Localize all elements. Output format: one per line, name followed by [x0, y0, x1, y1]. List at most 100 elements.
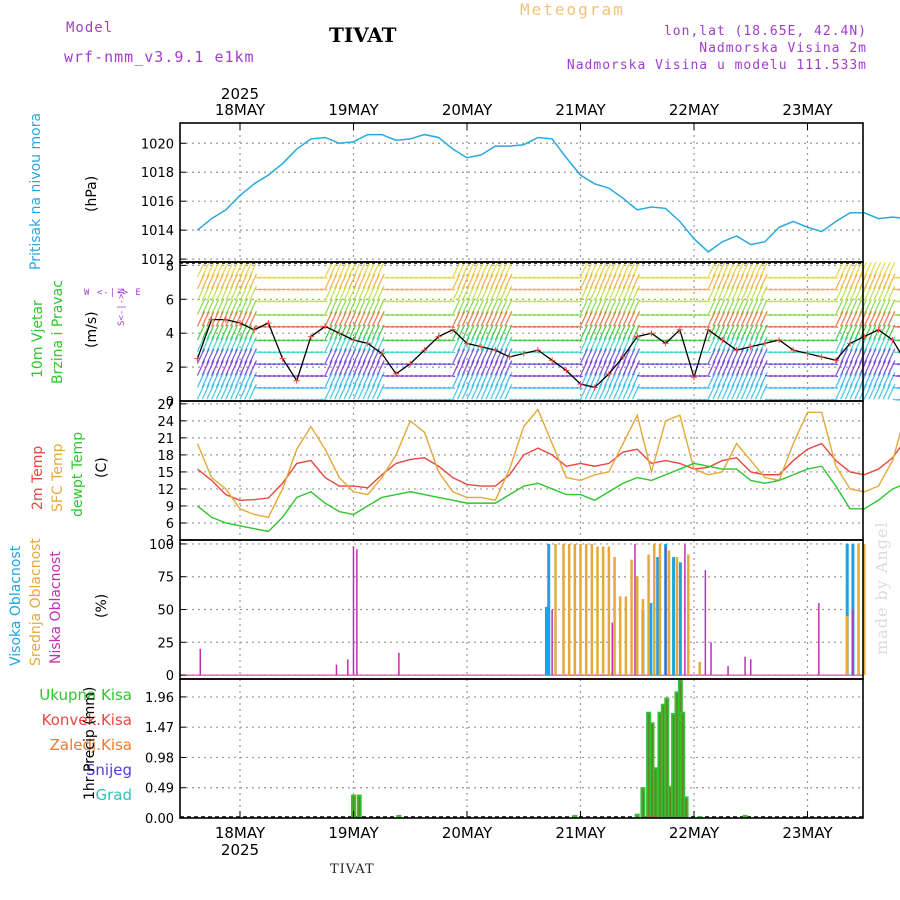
wind-barb	[461, 299, 470, 315]
wind-barb	[490, 273, 499, 290]
wind-barb	[561, 374, 569, 378]
wind-gust-marker	[676, 326, 683, 333]
wind-barb	[352, 336, 362, 353]
wind-barb	[371, 324, 381, 341]
precip-conv-overlay	[669, 787, 672, 818]
wind-barb	[575, 276, 583, 279]
wind-barb	[244, 360, 253, 376]
wind-barb	[660, 300, 668, 303]
wind-gust-marker	[336, 330, 343, 337]
wind-barb	[282, 288, 290, 291]
wind-barb	[466, 299, 475, 315]
wind-barb	[698, 374, 706, 378]
wind-barb	[456, 324, 466, 341]
wind-barb	[490, 261, 499, 278]
wind-barb	[726, 348, 735, 364]
wind-barb	[263, 398, 271, 401]
wind-barb	[348, 360, 357, 376]
wind-barb	[689, 351, 697, 354]
wind-barb	[196, 299, 206, 315]
wind-barb	[466, 324, 475, 341]
wind-barb	[641, 386, 650, 389]
wind-barb	[608, 383, 617, 400]
wind-barb	[391, 398, 399, 401]
wind-barb	[348, 285, 357, 302]
wind-barb	[254, 276, 262, 279]
wind-barb	[306, 288, 314, 291]
wind-barb	[499, 372, 508, 388]
wind-barb	[329, 261, 338, 278]
wind-barb	[456, 360, 466, 376]
wind-barb	[584, 324, 593, 341]
wind-barb	[381, 374, 389, 378]
wind-barb	[712, 285, 721, 302]
wind-barb	[707, 285, 716, 302]
wind-barb	[514, 362, 522, 366]
wind-barb	[333, 273, 343, 290]
wind-barb	[225, 311, 234, 327]
wind-barb	[362, 348, 371, 364]
wind-barb	[514, 398, 522, 401]
wind-barb	[877, 372, 887, 388]
wind-barb	[367, 324, 376, 341]
wind-barb	[273, 339, 281, 342]
wind-barb	[660, 362, 668, 366]
cloud-mid-bar	[601, 546, 605, 676]
wind-barb	[665, 325, 673, 328]
wind-barb	[376, 348, 385, 364]
wind-barb	[674, 276, 683, 279]
wind-barb	[273, 276, 281, 279]
wind-barb	[405, 386, 413, 389]
wind-barb	[277, 276, 285, 279]
wind-barb	[754, 299, 764, 315]
wind-barb	[721, 336, 730, 353]
wind-barb	[689, 398, 697, 401]
wind-barb	[566, 362, 574, 366]
wind-barb	[376, 372, 385, 388]
wind-barb	[835, 285, 844, 302]
wind-barb	[821, 398, 829, 401]
wind-barb	[196, 348, 206, 364]
wind-barb	[338, 273, 347, 290]
wind-barb	[381, 351, 389, 354]
wind-barb	[745, 360, 754, 376]
wind-barb	[296, 288, 304, 291]
wind-gust-marker	[449, 326, 456, 333]
wind-barb	[225, 273, 234, 290]
wind-barb	[352, 383, 362, 400]
wind-barb	[263, 386, 271, 389]
wind-barb	[646, 300, 654, 303]
wind-speed-line	[196, 318, 900, 389]
wind-barb	[310, 351, 319, 354]
wind-barb	[613, 348, 622, 364]
wind-barb	[333, 383, 343, 400]
wind-barb	[400, 313, 408, 317]
wind-barb	[320, 300, 328, 303]
wind-barb	[651, 386, 659, 389]
wind-barb	[603, 311, 612, 327]
wind-barb	[429, 374, 437, 378]
cloud-mid-bar	[653, 543, 656, 676]
wind-barb	[897, 313, 900, 316]
ytick-label: 12	[157, 483, 174, 498]
wind-barb	[712, 261, 721, 278]
wind-barb	[622, 372, 631, 388]
wind-barb	[712, 311, 721, 327]
wind-barb	[215, 324, 224, 341]
precip-total-bar	[742, 814, 748, 818]
wind-barb	[651, 276, 659, 279]
wind-barb	[348, 383, 357, 400]
precip-total-bar	[396, 814, 402, 818]
wind-barb	[731, 348, 740, 364]
wind-barb	[721, 348, 730, 364]
wind-barb	[475, 261, 485, 278]
wind-gust-marker	[847, 340, 854, 347]
wind-barb	[239, 324, 248, 341]
wind-barb	[584, 348, 593, 364]
wind-barb	[410, 276, 418, 279]
wind-barb	[391, 288, 399, 291]
wind-barb	[348, 348, 357, 364]
data-layer	[180, 133, 900, 818]
wind-barb	[277, 300, 285, 303]
wind-barb	[821, 386, 829, 389]
